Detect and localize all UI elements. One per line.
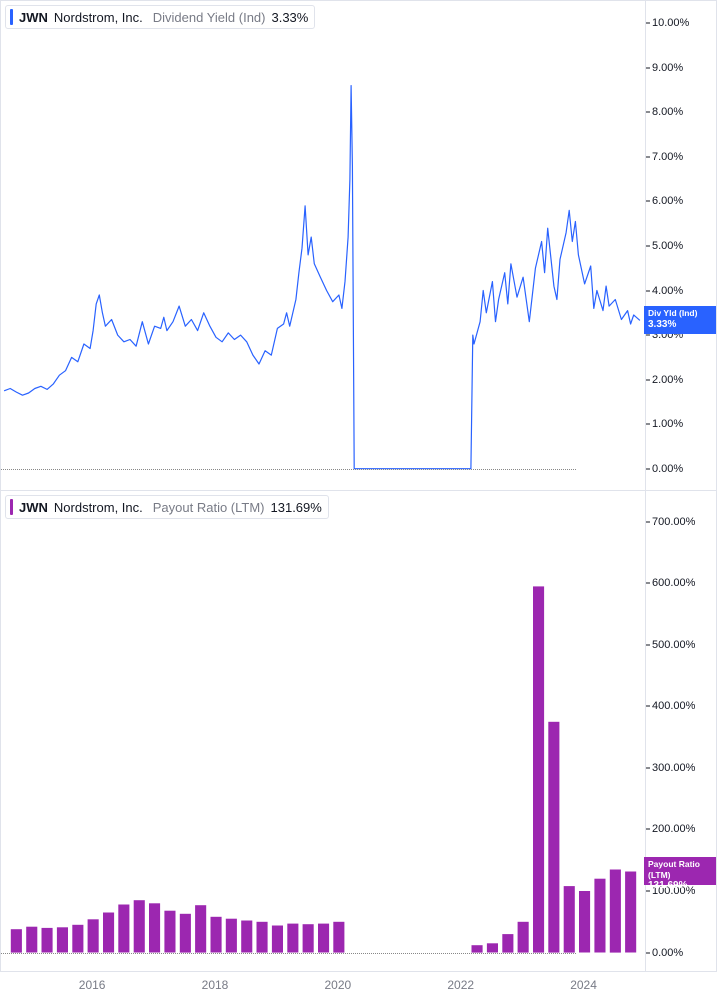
legend-top[interactable]: JWN Nordstrom, Inc. Dividend Yield (Ind)…: [5, 5, 315, 29]
legend-company: Nordstrom, Inc.: [54, 10, 143, 25]
payout-ratio-panel[interactable]: JWN Nordstrom, Inc. Payout Ratio (LTM) 1…: [0, 490, 717, 972]
legend-marker-bottom: [10, 499, 13, 515]
x-tick-label: 2020: [324, 978, 351, 992]
y-tick-label: 700.00%: [652, 516, 695, 528]
x-axis: 2016 2018 2020 2022 2024: [0, 970, 717, 1005]
y-tick-label: 300.00%: [652, 762, 695, 774]
bar-chart-svg: [1, 491, 646, 971]
y-tick-label: 400.00%: [652, 700, 695, 712]
y-tick-label: 8.00%: [652, 106, 683, 118]
y-tick-label: 5.00%: [652, 240, 683, 252]
legend-ticker: JWN: [19, 10, 48, 25]
line-chart-svg: [1, 1, 646, 491]
value-badge-top: Div Yld (Ind) 3.33%: [644, 306, 716, 334]
legend-value-b: 131.69%: [271, 500, 322, 515]
legend-company-b: Nordstrom, Inc.: [54, 500, 143, 515]
y-tick-label: 1.00%: [652, 418, 683, 430]
zero-line-top: [1, 469, 576, 470]
badge-value-top: 3.33%: [648, 319, 712, 331]
legend-metric-b: Payout Ratio (LTM): [153, 500, 265, 515]
badge-title-top: Div Yld (Ind): [648, 308, 712, 318]
value-badge-bottom: Payout Ratio (LTM) 131.69%: [644, 857, 716, 885]
badge-value-bot: 131.69%: [648, 880, 712, 892]
y-tick-label: 4.00%: [652, 285, 683, 297]
y-tick-label: 200.00%: [652, 823, 695, 835]
y-tick-label: 500.00%: [652, 639, 695, 651]
legend-marker-top: [10, 9, 13, 25]
x-tick-label: 2016: [79, 978, 106, 992]
y-tick-label: 600.00%: [652, 577, 695, 589]
y-tick-label: 10.00%: [652, 17, 689, 29]
badge-title-bot: Payout Ratio (LTM): [648, 859, 712, 879]
legend-bottom[interactable]: JWN Nordstrom, Inc. Payout Ratio (LTM) 1…: [5, 495, 329, 519]
y-tick-label: 2.00%: [652, 374, 683, 386]
chart-container: JWN Nordstrom, Inc. Dividend Yield (Ind)…: [0, 0, 717, 1005]
y-tick-label: 7.00%: [652, 151, 683, 163]
x-tick-label: 2018: [202, 978, 229, 992]
x-tick-label: 2024: [570, 978, 597, 992]
x-tick-label: 2022: [447, 978, 474, 992]
legend-ticker-b: JWN: [19, 500, 48, 515]
zero-line-bottom: [1, 953, 576, 954]
dividend-yield-panel[interactable]: JWN Nordstrom, Inc. Dividend Yield (Ind)…: [0, 0, 717, 492]
y-tick-label: 9.00%: [652, 62, 683, 74]
y-axis-bottom: 0.00%100.00%200.00%300.00%400.00%500.00%…: [645, 491, 716, 971]
y-axis-top: 0.00%1.00%2.00%3.00%4.00%5.00%6.00%7.00%…: [645, 1, 716, 491]
legend-value: 3.33%: [271, 10, 308, 25]
y-tick-label: 0.00%: [652, 947, 683, 959]
legend-metric: Dividend Yield (Ind): [153, 10, 266, 25]
plot-area-bottom[interactable]: [1, 491, 646, 971]
y-tick-label: 6.00%: [652, 195, 683, 207]
plot-area-top[interactable]: [1, 1, 646, 491]
y-tick-label: 0.00%: [652, 463, 683, 475]
